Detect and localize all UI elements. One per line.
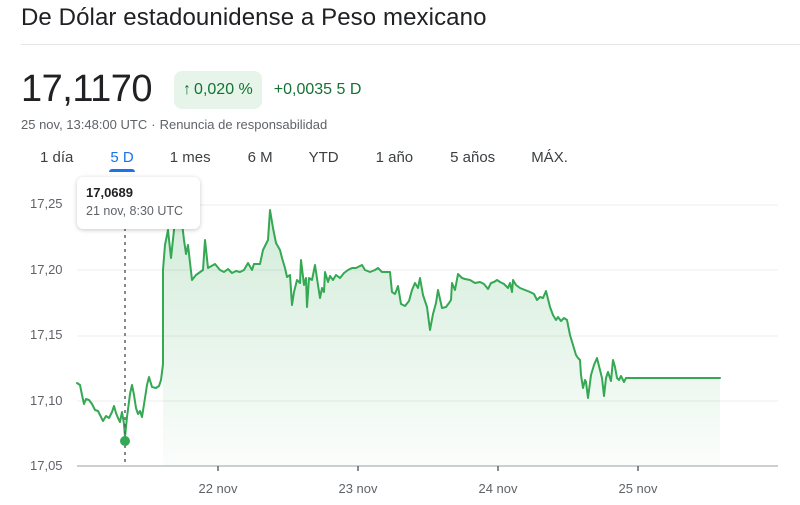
y-tick-17-15: 17,15 <box>30 327 63 342</box>
x-tick-23-nov: 23 nov <box>338 481 378 496</box>
tab-5-d[interactable]: 5 D <box>109 147 136 172</box>
x-tick-25-nov: 25 nov <box>618 481 658 496</box>
x-tick-24-nov: 24 nov <box>478 481 518 496</box>
arrow-up-icon: ↑ <box>183 80 192 98</box>
tab-1-mes[interactable]: 1 mes <box>169 149 211 166</box>
hover-point <box>120 436 130 446</box>
tab-ytd[interactable]: YTD <box>308 149 339 166</box>
change-percent: 0,020 % <box>194 80 253 98</box>
quote-row: 17,1170 ↑ 0,020 % +0,0035 5 D <box>21 68 361 111</box>
y-tick-17-20: 17,20 <box>30 262 63 277</box>
tab-6-m[interactable]: 6 M <box>247 149 273 166</box>
change-period: 5 D <box>336 80 362 98</box>
tab-1-dia[interactable]: 1 día <box>40 149 74 166</box>
separator: · <box>151 117 156 132</box>
x-ticks <box>217 466 639 471</box>
tab-max[interactable]: MÁX. <box>531 149 568 166</box>
area-fill <box>163 210 720 466</box>
tooltip-value: 17,0689 <box>86 185 133 200</box>
quote-meta: 25 nov, 13:48:00 UTC · Renuncia de respons… <box>21 117 327 132</box>
y-tick-17-05: 17,05 <box>30 458 63 473</box>
tab-1-ano[interactable]: 1 año <box>375 149 414 166</box>
current-price: 17,1170 <box>21 68 153 110</box>
change-abs-value: +0,0035 <box>273 80 333 98</box>
y-tick-17-25: 17,25 <box>30 196 63 211</box>
timestamp: 25 nov, 13:48:00 UTC <box>21 117 148 132</box>
page-title: De Dólar estadounidense a Peso mexicano <box>21 4 487 31</box>
hover-tooltip: 17,0689 21 nov, 8:30 UTC <box>77 177 200 229</box>
change-percent-badge: ↑ 0,020 % <box>174 70 262 109</box>
price-line <box>76 209 721 438</box>
tab-5-anos[interactable]: 5 años <box>450 149 496 166</box>
disclaimer-link[interactable]: Renuncia de responsabilidad <box>159 117 328 132</box>
tooltip-time: 21 nov, 8:30 UTC <box>86 204 184 218</box>
x-tick-22-nov: 22 nov <box>198 481 238 496</box>
y-tick-17-10: 17,10 <box>30 393 63 408</box>
range-tabs: 1 día 5 D 1 mes 6 M YTD 1 año 5 años MÁX… <box>21 147 568 172</box>
change-absolute: +0,0035 5 D <box>274 81 362 99</box>
header-divider <box>21 44 800 45</box>
